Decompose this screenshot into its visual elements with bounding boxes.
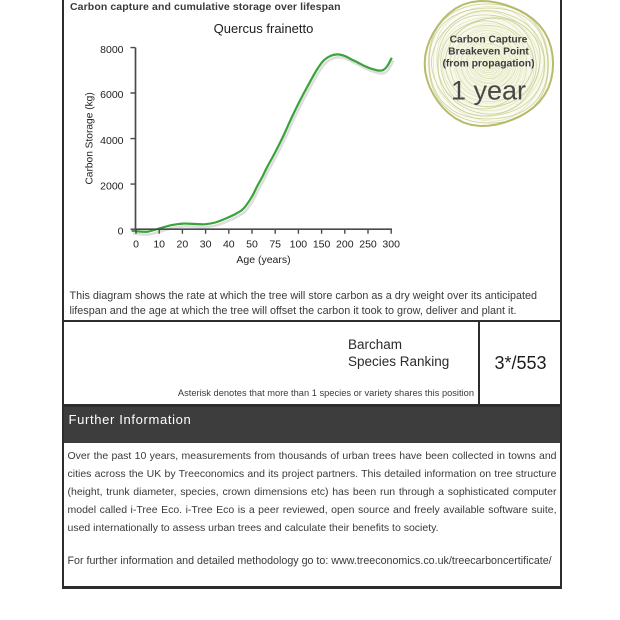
svg-text:Carbon Storage (kg): Carbon Storage (kg) xyxy=(84,92,95,184)
svg-text:150: 150 xyxy=(313,239,331,251)
svg-text:0: 0 xyxy=(133,239,139,251)
svg-text:0: 0 xyxy=(118,225,124,237)
svg-text:6000: 6000 xyxy=(100,89,124,101)
svg-text:100: 100 xyxy=(290,239,308,251)
svg-text:1 year: 1 year xyxy=(451,76,526,106)
svg-text:4000: 4000 xyxy=(100,135,124,147)
svg-text:Carbon Capture: Carbon Capture xyxy=(450,35,528,46)
svg-text:(from propagation): (from propagation) xyxy=(442,59,534,70)
svg-text:50: 50 xyxy=(246,239,258,251)
svg-text:20: 20 xyxy=(177,239,189,251)
svg-text:250: 250 xyxy=(359,239,377,251)
svg-text:10: 10 xyxy=(153,239,165,251)
svg-text:8000: 8000 xyxy=(100,44,124,56)
svg-text:75: 75 xyxy=(269,239,281,251)
svg-text:200: 200 xyxy=(336,239,354,251)
svg-text:Breakeven Point: Breakeven Point xyxy=(448,47,529,58)
svg-text:2000: 2000 xyxy=(100,180,124,192)
svg-text:300: 300 xyxy=(382,239,400,251)
svg-text:Quercus frainetto: Quercus frainetto xyxy=(214,21,314,36)
svg-text:40: 40 xyxy=(223,239,235,251)
svg-text:Age (years): Age (years) xyxy=(236,254,290,266)
svg-text:30: 30 xyxy=(200,239,212,251)
